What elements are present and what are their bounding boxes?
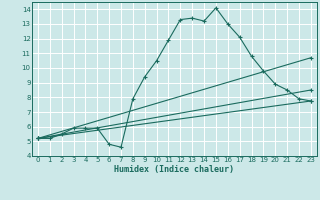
- X-axis label: Humidex (Indice chaleur): Humidex (Indice chaleur): [115, 165, 234, 174]
